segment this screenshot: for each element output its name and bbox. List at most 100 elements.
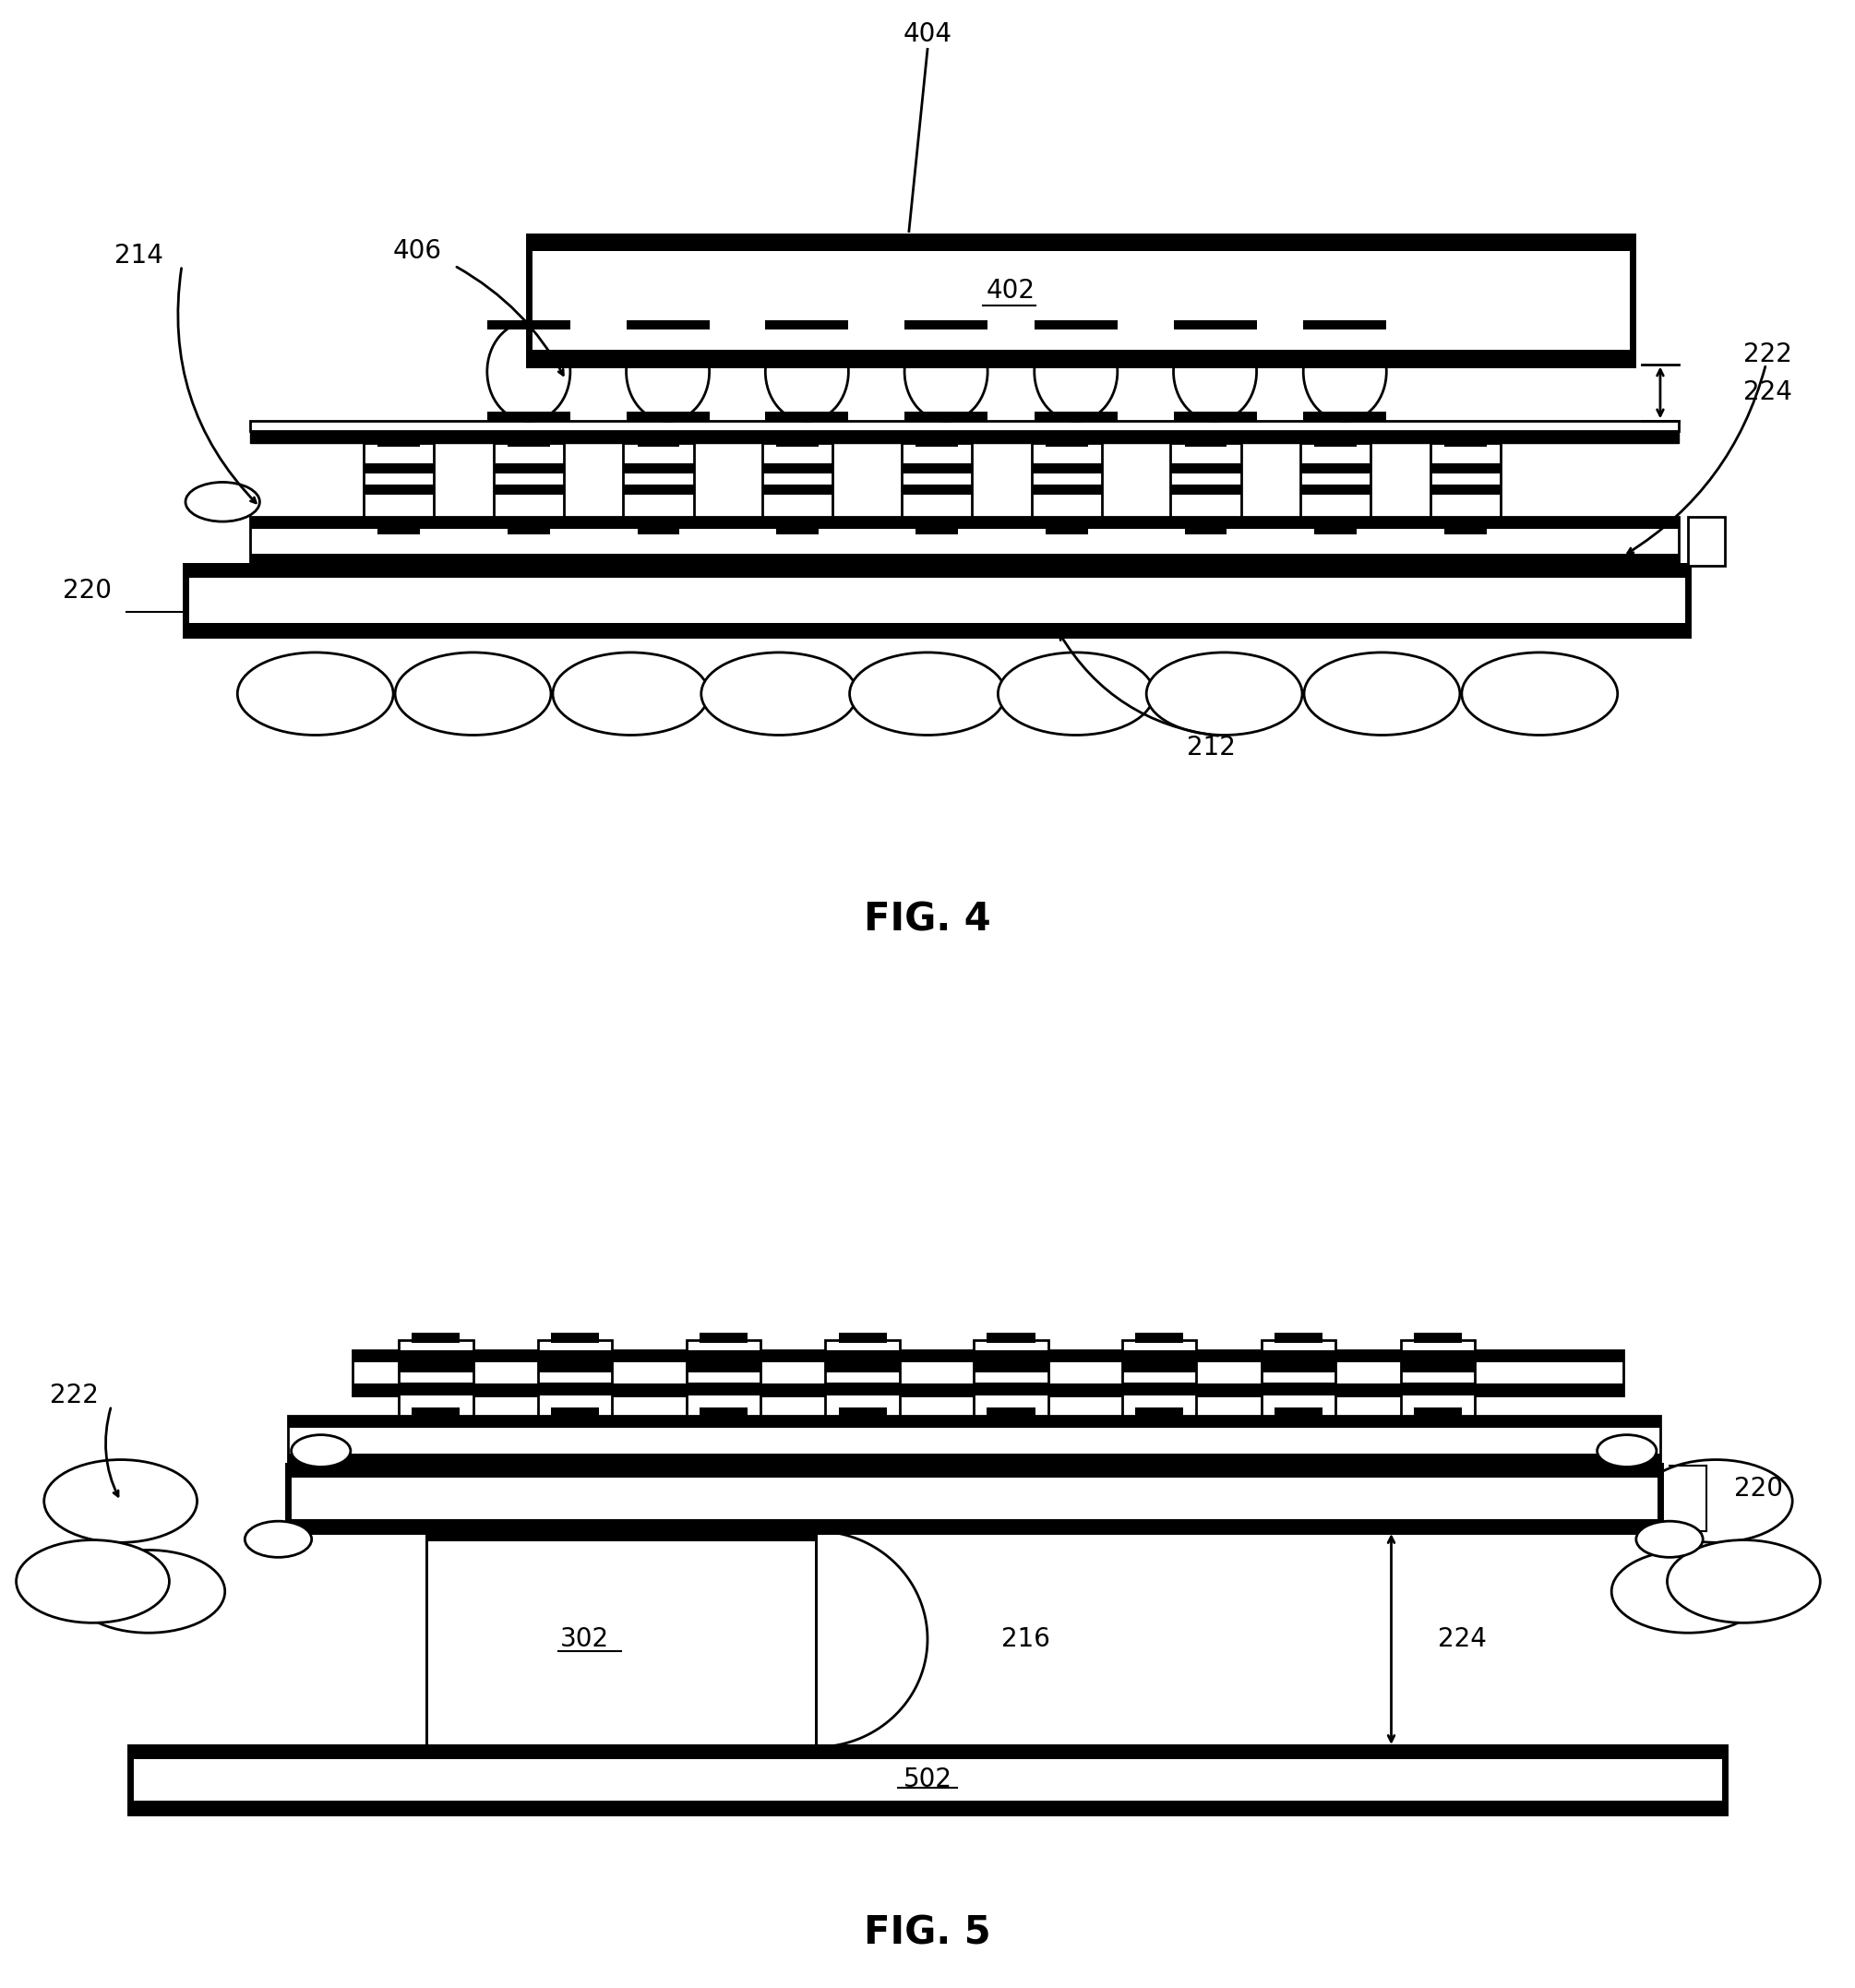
Bar [902, 463, 972, 473]
Bar [1261, 1382, 1336, 1394]
Circle shape [998, 652, 1154, 736]
Bar [1401, 1340, 1475, 1415]
Bar [288, 1519, 1660, 1531]
Bar [916, 517, 957, 535]
Bar [974, 1382, 1048, 1394]
Bar [1035, 320, 1117, 330]
Text: 220: 220 [1734, 1475, 1783, 1501]
Bar [427, 1531, 816, 1747]
Circle shape [1668, 1541, 1820, 1622]
Circle shape [701, 652, 857, 736]
Bar [762, 443, 833, 517]
Bar [1430, 443, 1501, 517]
Bar [488, 412, 569, 421]
Bar [493, 443, 564, 517]
Text: 212: 212 [1187, 736, 1235, 761]
Bar [186, 567, 1688, 579]
Bar [186, 567, 1688, 634]
Bar [250, 431, 1679, 443]
Bar [1274, 1332, 1323, 1342]
Bar [1414, 1332, 1462, 1342]
Bar [1185, 517, 1226, 535]
Bar [250, 517, 1679, 567]
Bar [1122, 1382, 1196, 1394]
Bar [1304, 412, 1386, 421]
Circle shape [1612, 1551, 1764, 1632]
Bar [1401, 1362, 1475, 1372]
Bar [1046, 437, 1087, 447]
Bar [352, 1350, 1623, 1362]
Bar [1031, 463, 1102, 473]
Text: 404: 404 [903, 22, 952, 48]
Bar [427, 1531, 816, 1747]
Bar [902, 443, 972, 517]
Bar [987, 1408, 1035, 1423]
Bar [288, 1453, 1660, 1465]
Bar [1430, 485, 1501, 495]
Circle shape [72, 1551, 224, 1632]
Bar [905, 320, 987, 330]
Bar [1135, 1408, 1183, 1423]
Text: FIG. 4: FIG. 4 [864, 901, 991, 940]
Bar [838, 1408, 887, 1423]
Bar [538, 1340, 612, 1415]
Bar [623, 463, 694, 473]
Bar [352, 1384, 1623, 1396]
Text: 222: 222 [1744, 342, 1792, 368]
Circle shape [45, 1459, 197, 1543]
Bar [762, 463, 833, 473]
Circle shape [1462, 652, 1618, 736]
Bar [508, 437, 549, 447]
Bar [1261, 1362, 1336, 1372]
Bar [1445, 517, 1486, 535]
Bar [902, 485, 972, 495]
Bar [1122, 1340, 1196, 1415]
Bar [627, 320, 709, 330]
Circle shape [245, 1521, 312, 1557]
Bar [378, 437, 419, 447]
Bar [250, 555, 1679, 567]
Bar [529, 350, 1632, 364]
Bar [288, 1415, 1660, 1427]
Bar [399, 1382, 473, 1394]
Text: 224: 224 [1744, 380, 1792, 406]
Circle shape [850, 652, 1005, 736]
Bar [1174, 412, 1256, 421]
Bar [916, 437, 957, 447]
Ellipse shape [488, 322, 569, 421]
Ellipse shape [905, 322, 987, 421]
Bar [488, 320, 569, 330]
Bar [364, 463, 434, 473]
Bar [1445, 437, 1486, 447]
Bar [1304, 320, 1386, 330]
Text: 502: 502 [903, 1767, 952, 1793]
Bar [412, 1332, 460, 1342]
Bar [1122, 1362, 1196, 1372]
Bar [623, 443, 694, 517]
Circle shape [1146, 652, 1302, 736]
Circle shape [553, 652, 709, 736]
Bar [412, 1408, 460, 1423]
Bar [777, 437, 818, 447]
Bar [686, 1382, 761, 1394]
Ellipse shape [1035, 322, 1117, 421]
Bar [699, 1332, 748, 1342]
Bar [1174, 320, 1256, 330]
Bar [538, 1362, 612, 1372]
Bar [686, 1340, 761, 1415]
Bar [130, 1801, 1725, 1813]
Bar [538, 1382, 612, 1394]
Bar [399, 1362, 473, 1372]
Bar [825, 1362, 900, 1372]
Bar [529, 237, 1632, 364]
Bar [508, 517, 549, 535]
Circle shape [17, 1541, 169, 1622]
Bar [777, 517, 818, 535]
Bar [493, 485, 564, 495]
Bar [1031, 485, 1102, 495]
Bar [987, 1332, 1035, 1342]
Bar [1171, 443, 1241, 517]
Text: 220: 220 [63, 579, 111, 602]
Bar [378, 517, 419, 535]
Bar [364, 443, 434, 517]
